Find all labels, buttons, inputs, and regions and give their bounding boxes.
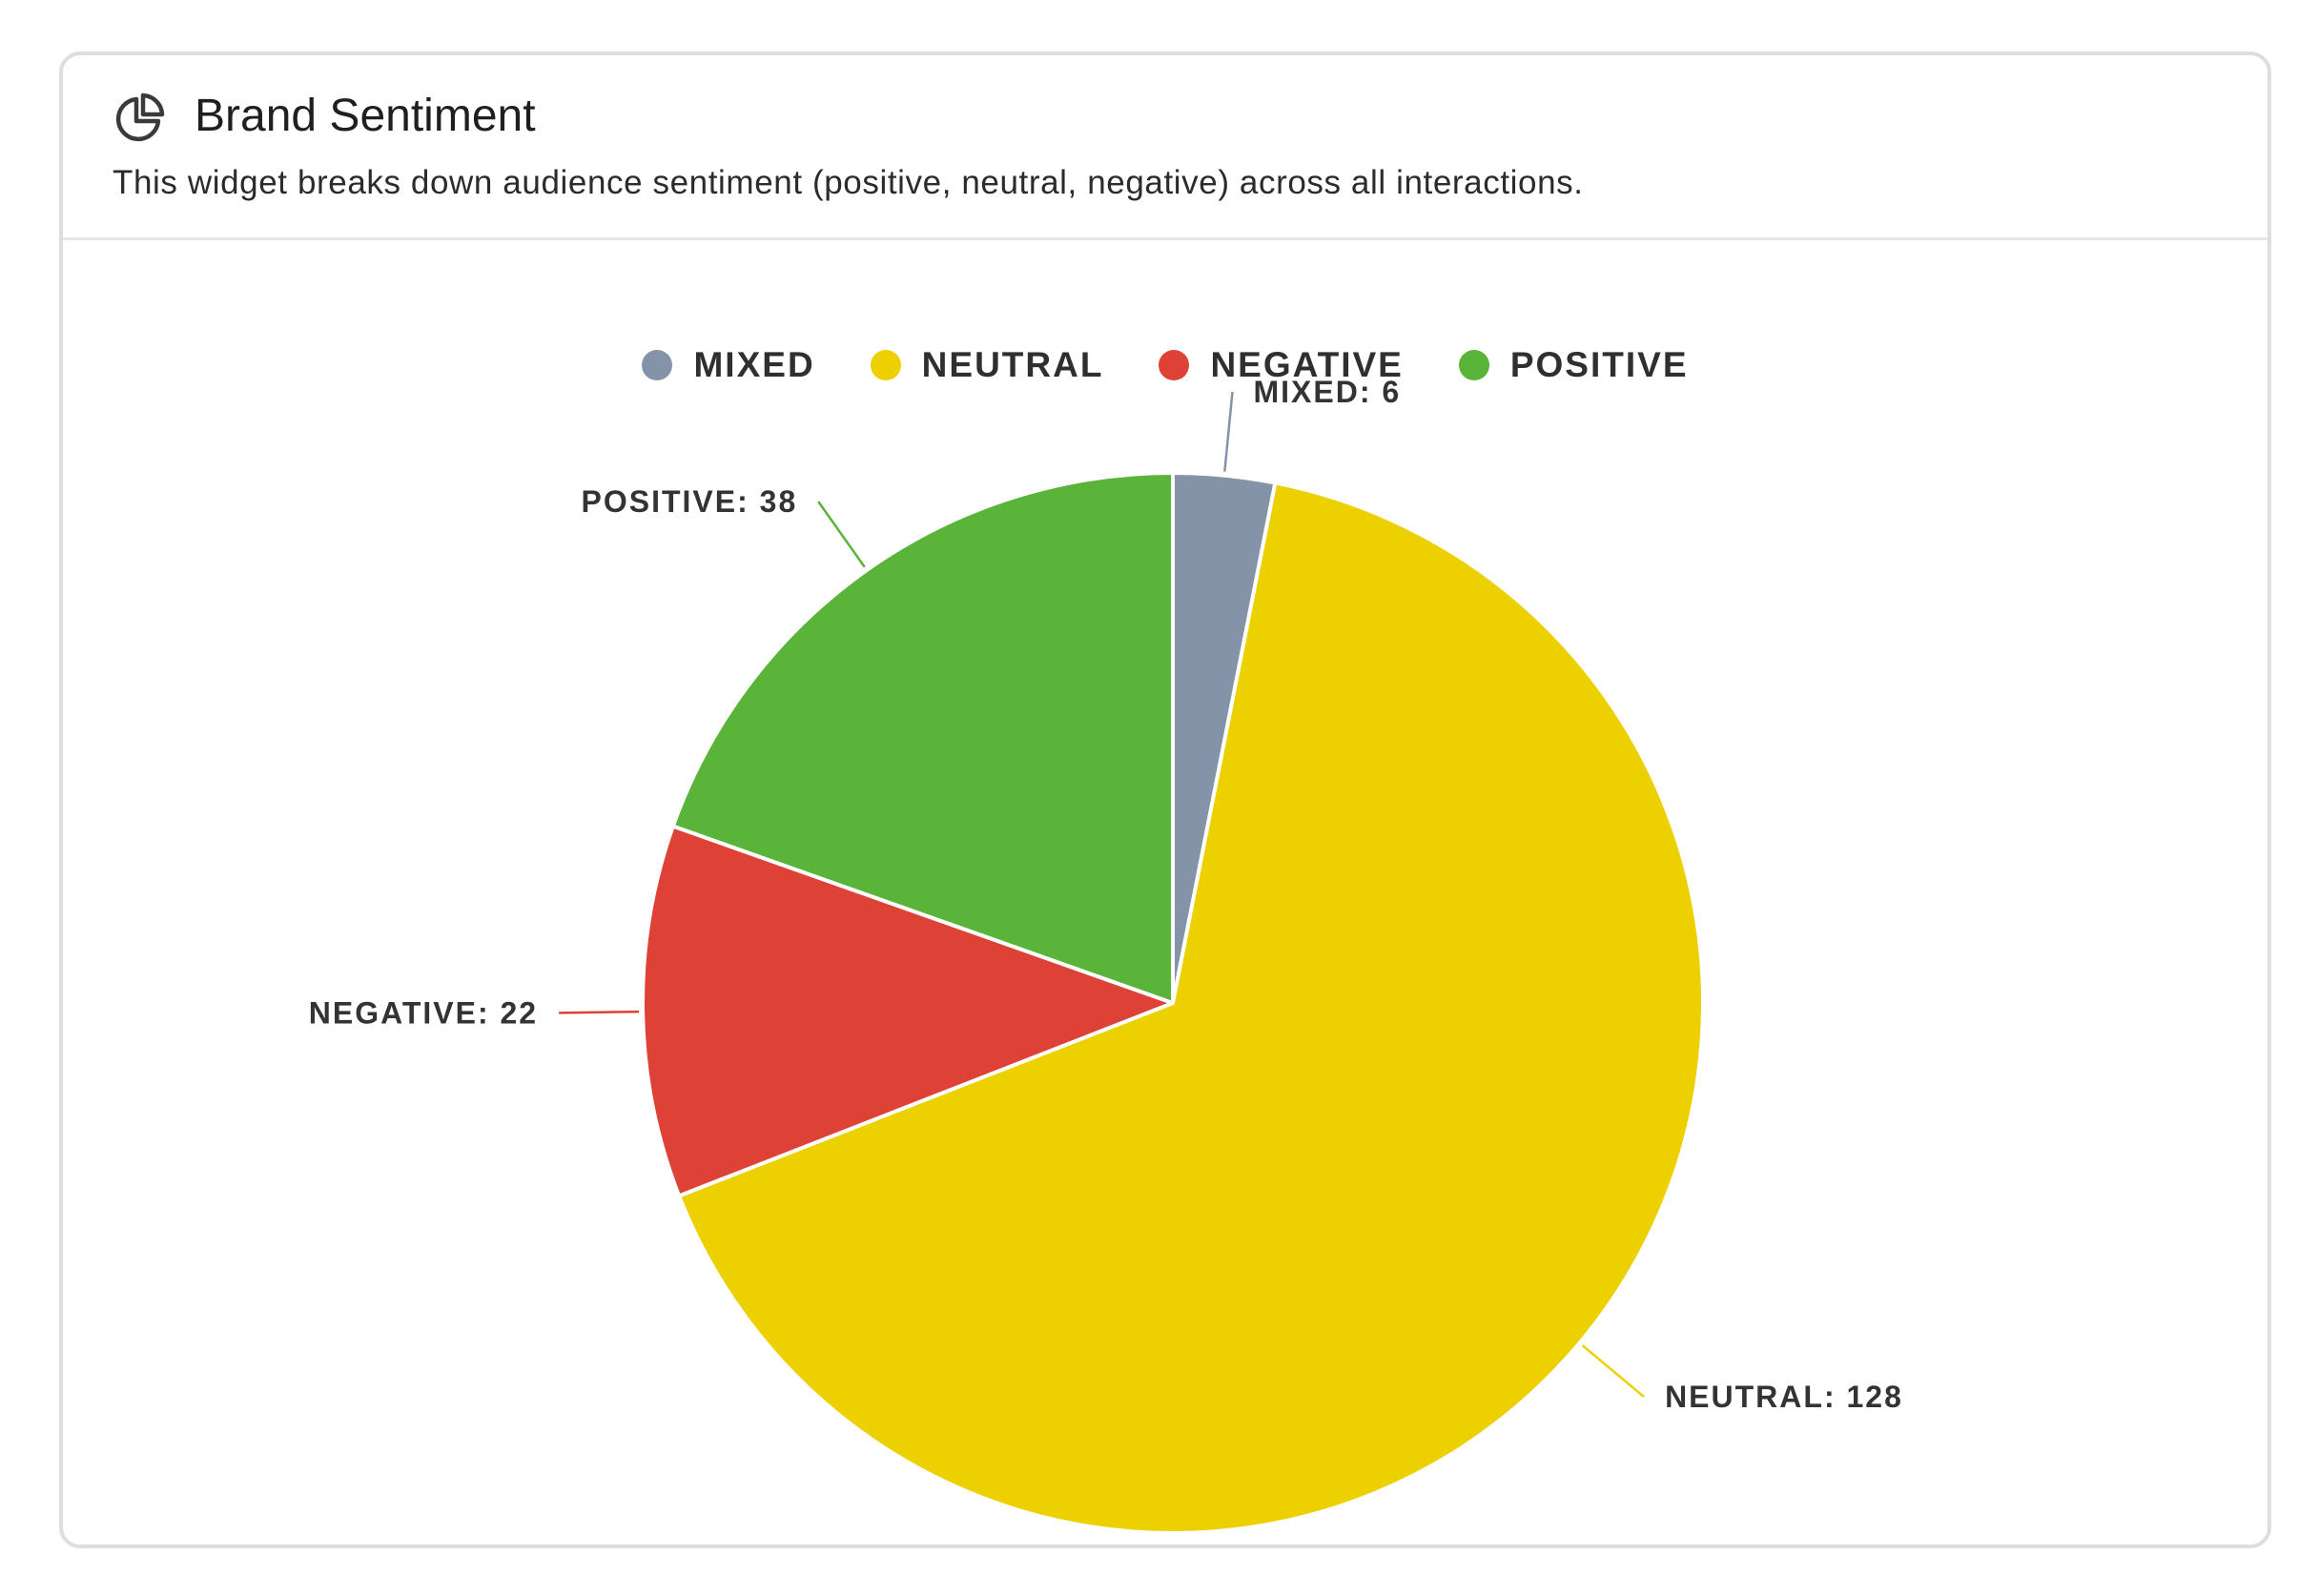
card-description: This widget breaks down audience sentime…: [113, 164, 1584, 201]
pie-slice-negative[interactable]: [641, 824, 1175, 1198]
leader-line-mixed: [1223, 391, 1234, 472]
pie-chart: MIXED: 6 NEUTRAL: 128 NEGATIVE: 22 POSITIVE…: [309, 375, 1903, 1535]
chart-legend: MIXED NEUTRAL NEGATIVE POSITIVE: [63, 345, 2268, 385]
leader-line-positive: [817, 501, 866, 568]
legend-swatch-positive: [1458, 350, 1489, 380]
pie-chart-icon: [115, 92, 165, 142]
leader-line-negative: [559, 1010, 640, 1014]
card-title: Brand Sentiment: [195, 91, 536, 141]
slice-label-negative: NEGATIVE: 22: [309, 995, 538, 1030]
slice-label-mixed: MIXED: 6: [1253, 375, 1401, 409]
legend-swatch-neutral: [870, 350, 901, 380]
leader-line-neutral: [1581, 1344, 1645, 1399]
legend-swatch-mixed: [642, 350, 673, 380]
legend-item-mixed[interactable]: MIXED: [642, 345, 814, 385]
brand-sentiment-card: Brand Sentiment This widget breaks down …: [59, 51, 2271, 1548]
slice-label-neutral: NEUTRAL: 128: [1665, 1380, 1903, 1414]
slice-label-positive: POSITIVE: 38: [582, 484, 798, 519]
legend-label-neutral: NEUTRAL: [921, 345, 1104, 384]
legend-item-neutral[interactable]: NEUTRAL: [870, 345, 1104, 385]
legend-swatch-negative: [1159, 350, 1190, 380]
pie-slice-positive[interactable]: [670, 471, 1175, 1005]
legend-item-positive[interactable]: POSITIVE: [1458, 345, 1689, 385]
legend-label-mixed: MIXED: [693, 345, 815, 384]
chart-area: MIXED: 6 NEUTRAL: 128 NEGATIVE: 22 POSITIVE…: [63, 240, 2268, 1545]
legend-label-negative: NEGATIVE: [1210, 345, 1404, 384]
legend-label-positive: POSITIVE: [1509, 345, 1689, 384]
legend-item-negative[interactable]: NEGATIVE: [1159, 345, 1403, 385]
card-header: Brand Sentiment This widget breaks down …: [63, 55, 2268, 240]
pie-slice-neutral[interactable]: [677, 481, 1705, 1535]
